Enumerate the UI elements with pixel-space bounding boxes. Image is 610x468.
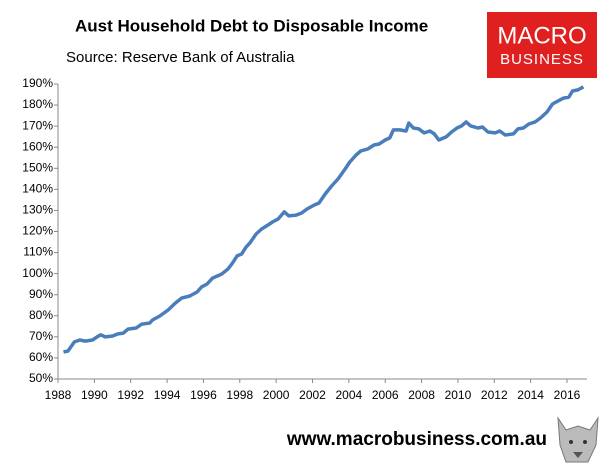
x-tick-label: 2016 [554, 388, 581, 402]
y-tick-label: 190% [22, 76, 53, 90]
x-tick-label: 1990 [81, 388, 108, 402]
y-tick-label: 140% [22, 182, 53, 196]
footer: www.macrobusiness.com.au [286, 429, 547, 450]
logo-text: MACRO [497, 22, 586, 49]
y-tick-label: 50% [29, 371, 53, 385]
x-tick-label: 2000 [263, 388, 290, 402]
x-tick-label: 1994 [154, 388, 181, 402]
x-tick-label: 1998 [226, 388, 253, 402]
chart-title: Aust Household Debt to Disposable Income [75, 16, 428, 35]
logo-text: BUSINESS [500, 51, 584, 68]
y-tick-label: 70% [29, 329, 53, 343]
y-tick-label: 60% [29, 350, 53, 364]
y-tick-label: 130% [22, 203, 53, 217]
chart-subtitle: Source: Reserve Bank of Australia [66, 49, 295, 66]
x-tick-label: 2010 [445, 388, 472, 402]
y-tick-label: 90% [29, 287, 53, 301]
y-tick-label: 180% [22, 97, 53, 111]
y-tick-label: 160% [22, 139, 53, 153]
x-tick-label: 2014 [517, 388, 544, 402]
y-tick-label: 170% [22, 118, 53, 132]
y-tick-label: 100% [22, 266, 53, 280]
y-tick-label: 80% [29, 308, 53, 322]
wolf-icon [557, 416, 599, 463]
y-tick-label: 120% [22, 224, 53, 238]
x-tick-label: 2006 [372, 388, 399, 402]
x-tick-label: 2002 [299, 388, 326, 402]
x-tick-label: 1996 [190, 388, 217, 402]
x-tick-label: 1988 [45, 388, 72, 402]
x-tick-label: 2012 [481, 388, 508, 402]
logo-box [487, 12, 597, 78]
data-line [63, 85, 585, 354]
x-tick-label: 2004 [336, 388, 363, 402]
y-tick-label: 110% [23, 245, 53, 259]
x-tick-label: 2008 [408, 388, 435, 402]
y-tick-label: 150% [22, 160, 53, 174]
x-tick-label: 1992 [117, 388, 144, 402]
